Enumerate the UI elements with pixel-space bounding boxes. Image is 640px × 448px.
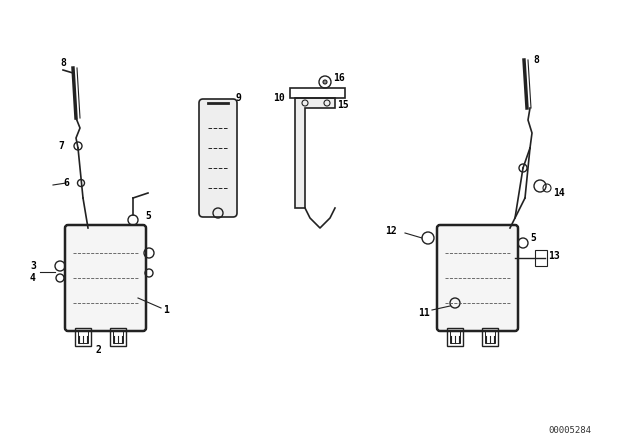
Bar	[110, 328, 126, 346]
Circle shape	[323, 80, 327, 84]
Bar	[75, 328, 91, 346]
Text: 00005284: 00005284	[548, 426, 591, 435]
Bar	[482, 328, 498, 346]
Text: 2: 2	[95, 345, 101, 355]
Text: 13: 13	[548, 251, 560, 261]
Text: 4: 4	[30, 273, 36, 283]
Text: 8: 8	[533, 55, 539, 65]
Text: 5: 5	[145, 211, 151, 221]
Bar	[113, 331, 123, 343]
FancyBboxPatch shape	[65, 225, 146, 331]
Text: 9: 9	[236, 93, 242, 103]
Text: 15: 15	[337, 100, 349, 110]
Text: 14: 14	[553, 188, 564, 198]
Bar	[447, 328, 463, 346]
Bar	[78, 331, 88, 343]
Text: 10: 10	[273, 93, 285, 103]
Text: 3: 3	[30, 261, 36, 271]
FancyBboxPatch shape	[437, 225, 518, 331]
Text: 7: 7	[58, 141, 64, 151]
Bar	[450, 331, 460, 343]
Polygon shape	[295, 98, 335, 208]
Bar	[535, 250, 547, 266]
Text: 16: 16	[333, 73, 345, 83]
Text: 8: 8	[60, 58, 66, 68]
Bar	[290, 88, 345, 98]
Text: 6: 6	[63, 178, 69, 188]
Text: 5: 5	[530, 233, 536, 243]
Bar	[485, 331, 495, 343]
Text: 1: 1	[163, 305, 169, 315]
Text: 11: 11	[418, 308, 429, 318]
FancyBboxPatch shape	[199, 99, 237, 217]
Text: 12: 12	[385, 226, 397, 236]
